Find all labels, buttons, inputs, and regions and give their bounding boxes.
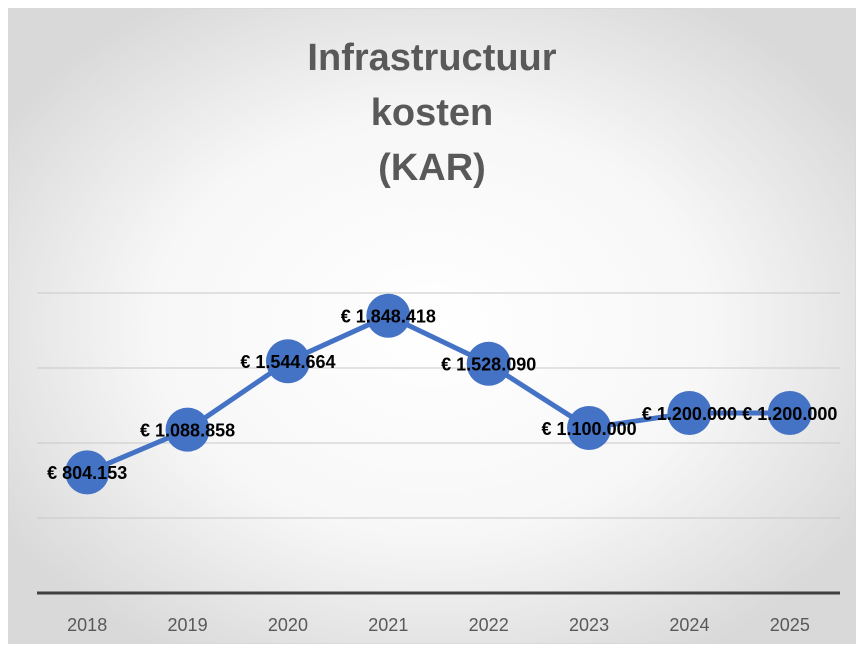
data-label: € 1.544.664 — [240, 352, 335, 372]
x-tick-label: 2019 — [168, 615, 208, 635]
data-label: € 1.200.000 — [742, 404, 837, 424]
x-tick-label: 2022 — [469, 615, 509, 635]
chart-area — [8, 8, 856, 644]
marker — [265, 339, 310, 384]
marker — [65, 450, 110, 495]
chart-title: kosten — [371, 92, 493, 134]
x-tick-label: 2020 — [268, 615, 308, 635]
marker — [567, 406, 612, 450]
marker — [667, 391, 712, 435]
data-label: € 804.153 — [47, 463, 127, 483]
x-tick-label: 2018 — [67, 615, 107, 635]
marker — [366, 293, 411, 338]
x-tick-label: 2023 — [569, 615, 609, 635]
data-label: € 1.528.090 — [441, 355, 536, 375]
x-tick-label: 2024 — [669, 615, 709, 635]
marker — [767, 391, 812, 435]
x-tick-label: 2025 — [770, 615, 810, 635]
x-tick-label: 2021 — [368, 615, 408, 635]
data-label: € 1.100.000 — [542, 419, 637, 439]
data-label: € 1.200.000 — [642, 404, 737, 424]
chart-title: Infrastructuur — [307, 37, 556, 79]
data-label: € 1.848.418 — [341, 306, 436, 326]
marker — [466, 341, 511, 386]
data-label: € 1.088.858 — [140, 420, 235, 440]
chart-title: (KAR) — [378, 147, 486, 189]
marker — [165, 407, 210, 452]
